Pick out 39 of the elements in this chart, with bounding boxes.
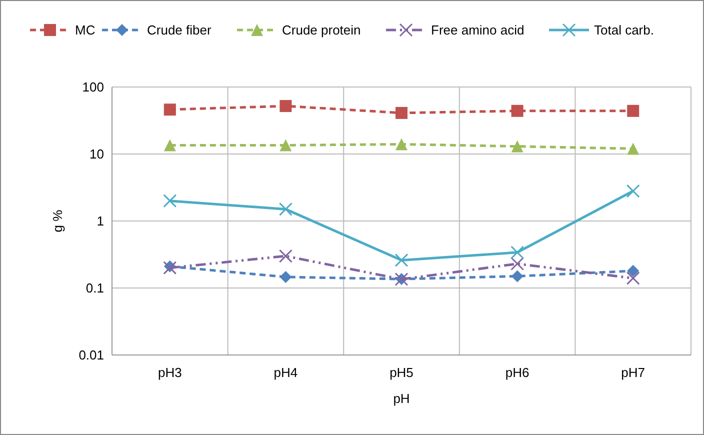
point (394, 253, 408, 267)
point (163, 194, 177, 208)
legend-label: Crude protein (282, 22, 361, 38)
x-tick-label: pH4 (274, 365, 298, 380)
point (627, 264, 640, 277)
point (511, 140, 524, 152)
y-tick-label: 0.01 (78, 348, 104, 363)
legend-label: Total carb. (594, 22, 654, 38)
y-axis-title: g % (50, 209, 65, 232)
point (280, 139, 292, 152)
point (627, 142, 640, 155)
y-tick-label: 10 (90, 146, 104, 162)
x-tick-label: pH5 (390, 365, 414, 380)
legend-label: Free amino acid (431, 22, 524, 38)
point (511, 270, 524, 282)
point (510, 257, 524, 271)
y-tick-label: 1 (96, 214, 104, 229)
point (511, 104, 524, 117)
x-tick-label: pH6 (505, 365, 530, 380)
point (163, 261, 177, 275)
point (278, 249, 292, 263)
point (626, 271, 640, 285)
y-tick-label: 100 (82, 80, 104, 95)
y-tick-label: 0.1 (86, 280, 104, 296)
x-tick-label: pH3 (158, 365, 182, 380)
point (164, 139, 176, 152)
point (626, 184, 640, 198)
legend-label: MC (75, 22, 96, 38)
point (396, 138, 408, 150)
point (164, 104, 176, 116)
legend-label: Crude fiber (147, 22, 212, 38)
point (627, 104, 640, 117)
point (510, 246, 524, 260)
point (280, 100, 292, 112)
x-tick-label: pH7 (621, 365, 646, 380)
point (396, 106, 408, 119)
x-axis-title: pH (393, 391, 410, 406)
point (278, 202, 292, 216)
point (280, 270, 292, 283)
